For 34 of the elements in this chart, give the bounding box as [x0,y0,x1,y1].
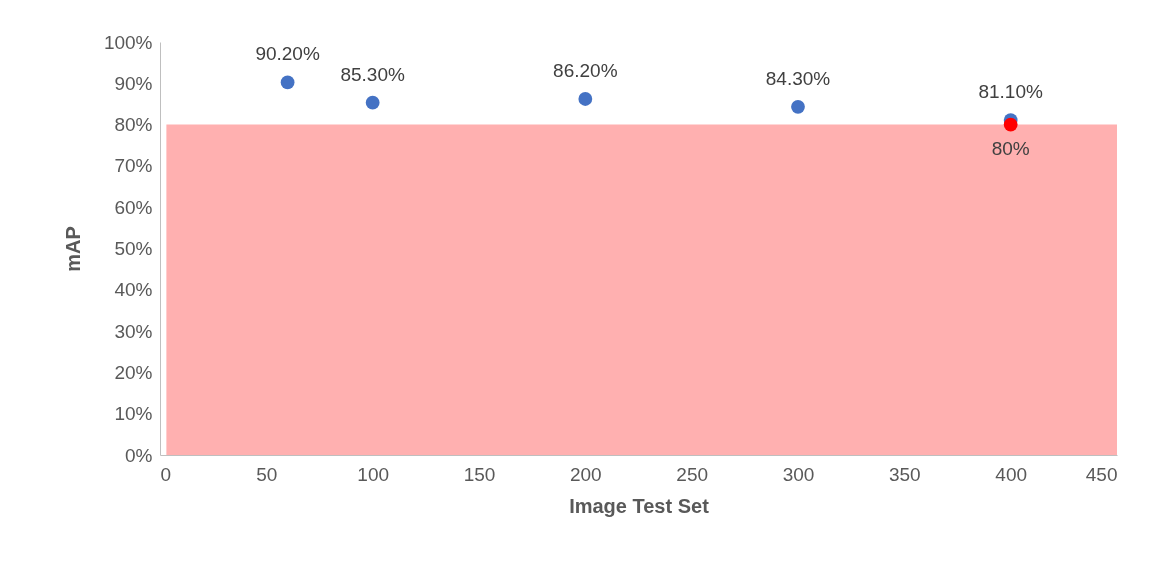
point [280,75,295,90]
y-tick-label: 40% [114,279,153,301]
y-tick-label: 0% [125,444,153,466]
y-tick-label: 20% [114,361,153,383]
data-label: 81.10% [978,81,1043,103]
data-label: 86.20% [553,59,618,81]
data-label: 90.20% [255,43,320,65]
x-tick-label: 200 [569,463,602,485]
x-tick-label: 300 [782,463,815,485]
point [578,92,593,106]
x-tick-label: 250 [676,463,709,485]
y-axis-title: mAP [61,226,84,272]
y-tick-label: 70% [114,155,153,177]
x-tick-label: 150 [463,463,496,485]
y-tick-label: 80% [114,114,153,136]
x-tick-label: 350 [888,463,921,485]
point [365,95,380,110]
x-tick-label: 400 [995,463,1028,485]
data-label: 85.30% [340,63,405,85]
data-label: 84.30% [765,67,831,89]
y-tick-label: 10% [114,403,153,425]
y-tick-label: 100% [103,31,153,53]
x-tick-label: 0 [160,463,172,485]
x-tick-label: 50 [256,463,278,485]
point [1003,117,1018,132]
x-tick-label: 100 [357,463,390,485]
y-tick-label: 90% [114,72,153,94]
data-label: 80% [991,137,1030,159]
point [791,99,805,114]
x-axis-title: Image Test Set [569,494,710,517]
y-tick-label: 60% [114,196,153,218]
y-tick-label: 30% [114,320,153,342]
y-tick-label: 50% [114,238,153,259]
x-tick-label: 450 [1085,463,1118,485]
